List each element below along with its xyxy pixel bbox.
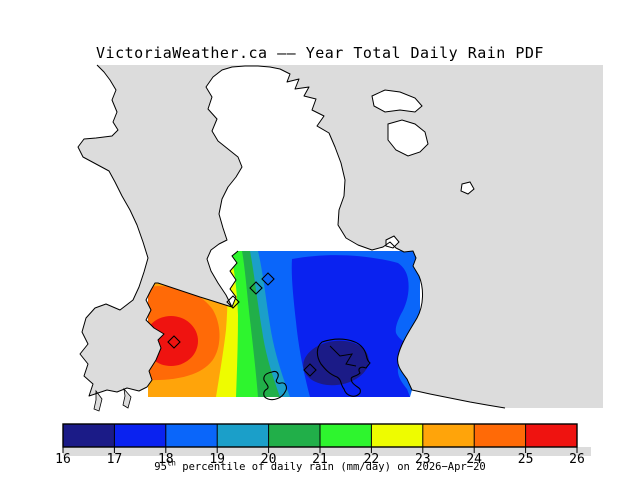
station-marker [303,363,317,377]
colorbar-segment [114,424,166,447]
colorbar-segment [422,424,475,447]
river-channel [122,387,132,409]
colorbar-segment [268,424,320,447]
station-marker [261,272,275,286]
caption-number: 95 [154,461,167,473]
colorbar-segment [371,424,423,447]
station-marker [167,335,181,349]
caption-superscript: th [166,458,176,468]
colorbar-tick-label: 23 [415,452,431,467]
shoreline-detail [329,345,357,367]
colorbar-tick-label: 24 [466,452,482,467]
colorbar-caption: 95th percentile of daily rain (mm/day) o… [0,458,640,473]
colorbar-segment [217,424,269,447]
river-channel [93,389,103,412]
island [387,119,429,157]
colorbar-shadow [63,447,591,456]
colorbar-segment [63,424,115,447]
shoreline-detail [316,338,371,397]
colorbar-tick-label: 20 [261,452,277,467]
water-area [78,65,603,408]
colorbar-tick-label: 25 [518,452,534,467]
coastline [77,64,506,409]
colorbar-tick-label: 16 [55,452,71,467]
colorbar-tick-label: 19 [209,452,225,467]
colorbar-tick-label: 18 [158,452,174,467]
colorbar-segment [320,424,372,447]
station-marker [226,295,240,309]
island-outline [263,370,287,401]
colorbar-tick-label: 21 [312,452,328,467]
plot-title: VictoriaWeather.ca —— Year Total Daily R… [96,44,544,62]
colorbar-segment [165,424,218,447]
island [460,181,475,195]
colorbar: 16 17 18 19 20 21 22 23 24 25 26 [55,423,591,467]
colorbar-tick-label: 26 [569,452,585,467]
colorbar-segment [474,424,526,447]
colorbar-tick-label: 22 [364,452,380,467]
contour-field [148,251,420,397]
station-marker [249,281,263,295]
caption-text: percentile of daily rain (mm/day) on 202… [175,461,486,473]
coastline [229,250,239,308]
colorbar-segment [525,424,577,447]
colorbar-tick-label: 17 [107,452,123,467]
island [371,89,423,113]
